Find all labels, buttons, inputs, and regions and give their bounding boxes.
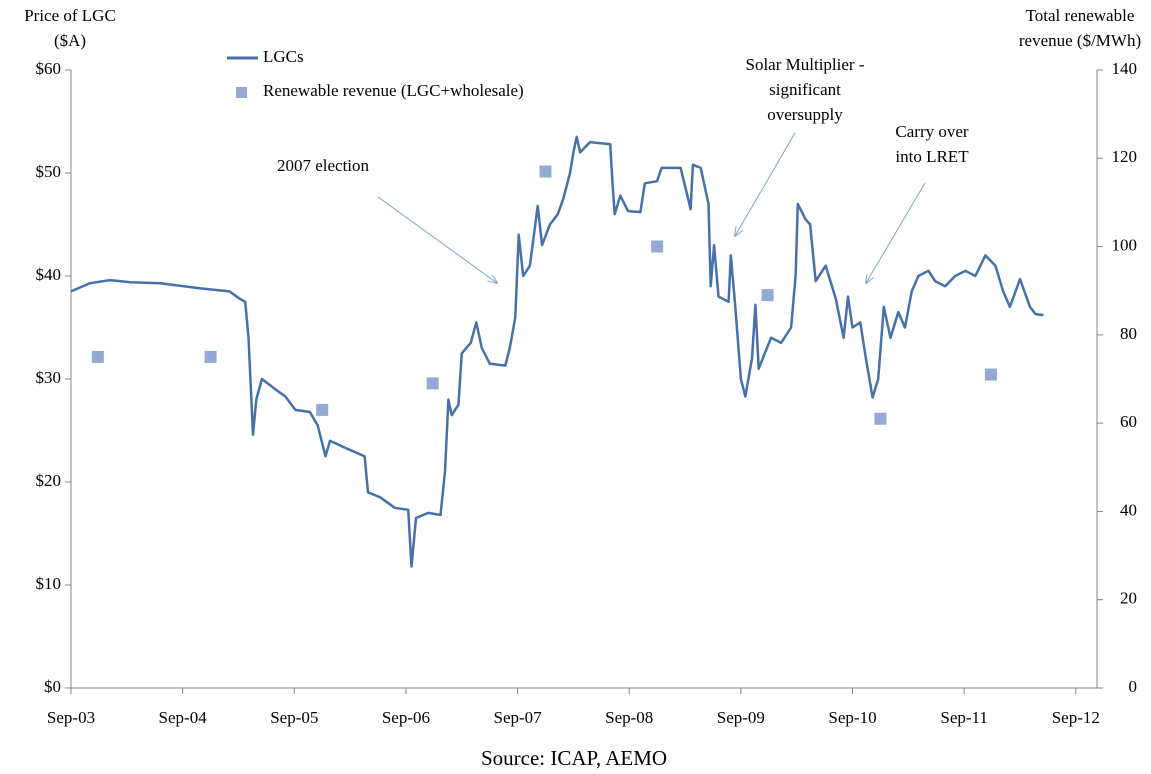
annotation-arrow (377, 196, 497, 283)
y2-tick-label: 140 (1112, 59, 1138, 78)
annotation-arrow (866, 182, 926, 283)
x-tick-label: Sep-06 (382, 708, 430, 727)
y-tick-label: $60 (36, 59, 62, 78)
y-tick-label: $10 (36, 574, 62, 593)
x-tick-label: Sep-10 (828, 708, 876, 727)
annotation: 2007 election (277, 156, 370, 175)
x-tick-label: Sep-05 (270, 708, 318, 727)
y2-axis-title: Total renewable (1026, 6, 1135, 25)
annotation: Solar Multiplier - (746, 55, 865, 74)
y2-tick-label: 100 (1112, 235, 1138, 254)
x-tick-label: Sep-03 (47, 708, 95, 727)
scatter-point (91, 350, 104, 363)
y2-tick-label: 0 (1129, 677, 1138, 696)
y-axis-title: ($A) (54, 31, 86, 50)
annotation: significant (769, 80, 841, 99)
x-tick-label: Sep-09 (717, 708, 765, 727)
x-tick-label: Sep-11 (940, 708, 988, 727)
scatter-point (651, 240, 664, 253)
x-tick-label: Sep-04 (159, 708, 208, 727)
line-series (70, 135, 1044, 568)
y2-tick-label: 60 (1120, 412, 1137, 431)
y2-axis-title: revenue ($/MWh) (1019, 31, 1141, 50)
y2-tick-label: 20 (1120, 589, 1137, 608)
annotation: Carry over (895, 122, 969, 141)
scatter-point (204, 350, 217, 363)
legend-label: LGCs (263, 47, 304, 66)
scatter-point (316, 403, 329, 416)
y2-tick-label: 120 (1112, 147, 1138, 166)
y-tick-label: $40 (36, 265, 62, 284)
y-tick-label: $50 (36, 162, 62, 181)
y-tick-label: $30 (36, 368, 62, 387)
x-tick-label: Sep-07 (493, 708, 542, 727)
legend-swatch (236, 87, 247, 98)
annotation-arrow (735, 132, 796, 236)
scatter-point (984, 368, 997, 381)
scatter-point (539, 165, 552, 178)
y2-tick-label: 40 (1120, 500, 1137, 519)
annotation: oversupply (767, 105, 843, 124)
scatter-point (874, 412, 887, 425)
scatter-point (761, 289, 774, 302)
scatter-point (426, 377, 439, 390)
y-tick-label: $0 (44, 677, 61, 696)
y-tick-label: $20 (36, 471, 62, 490)
source: Source: ICAP, AEMO (481, 746, 667, 770)
annotation: into LRET (895, 147, 969, 166)
x-tick-label: Sep-08 (605, 708, 653, 727)
legend-label: Renewable revenue (LGC+wholesale) (263, 81, 524, 100)
y2-tick-label: 80 (1120, 324, 1137, 343)
x-tick-label: Sep-12 (1052, 708, 1100, 727)
y-axis-title: Price of LGC (24, 6, 116, 25)
